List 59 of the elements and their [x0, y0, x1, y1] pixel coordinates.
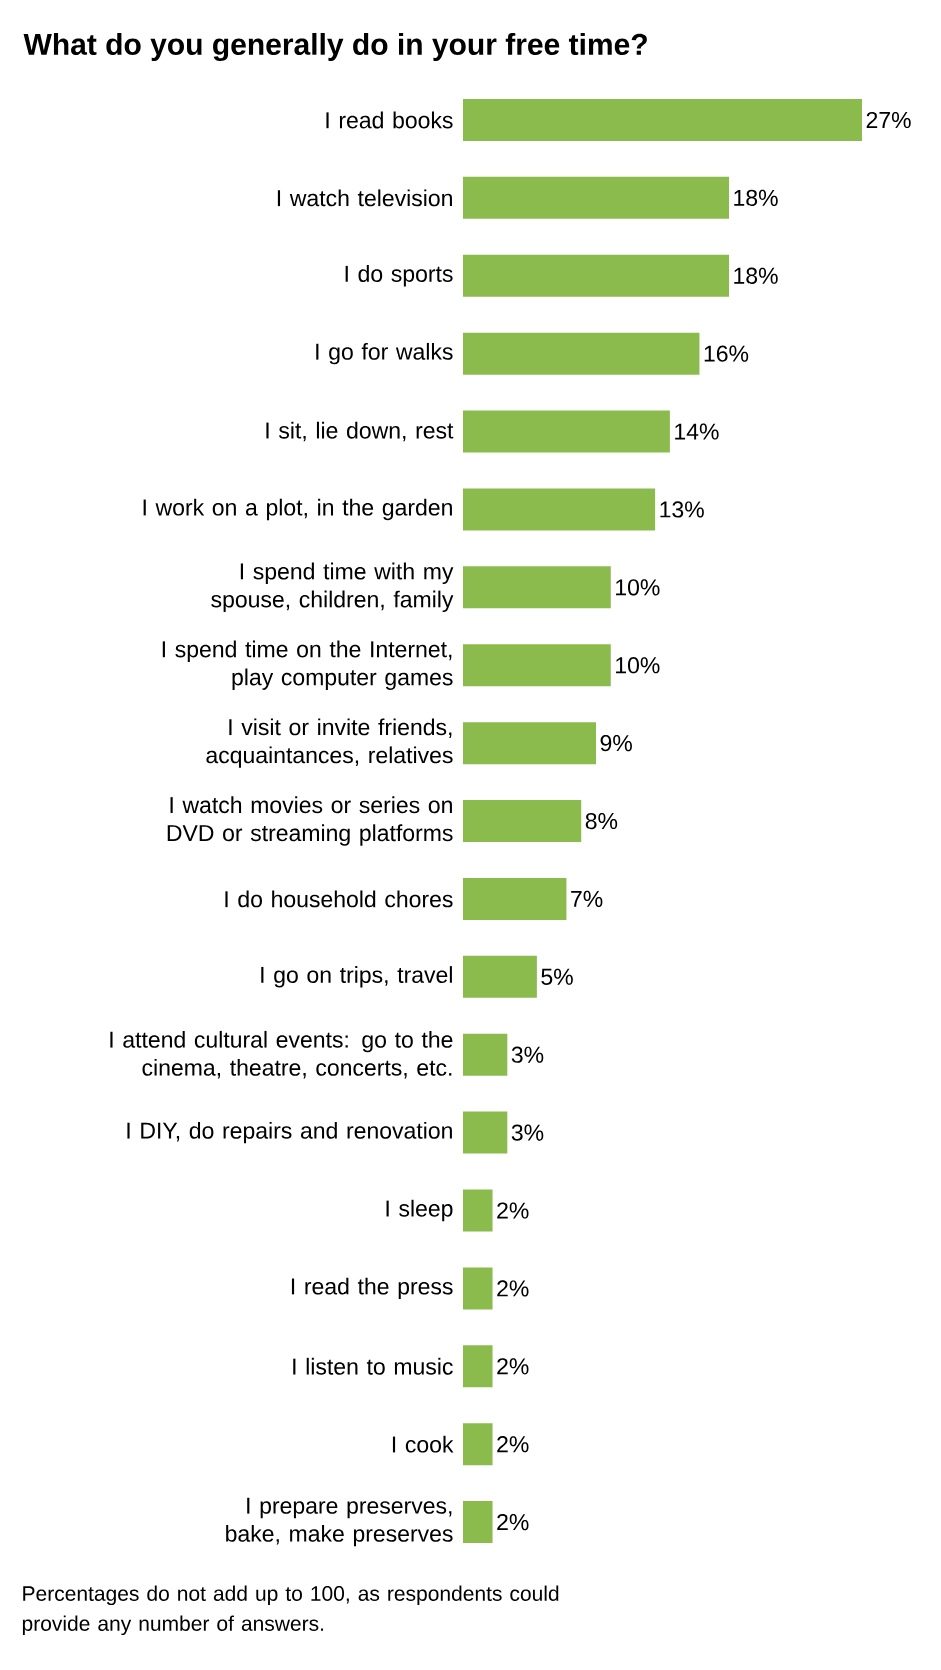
y-tick-label: I spend time on the Internet, play computer games	[162, 640, 453, 690]
bar	[462, 1111, 508, 1154]
bar	[462, 566, 611, 609]
y-tick-label: I sit, lie down, rest	[266, 421, 454, 442]
bar	[462, 254, 729, 297]
y-tick-label: I do household chores	[225, 890, 453, 908]
text: Percentages do not add up to 100, as respondents could provide any number of answers.	[22, 1585, 559, 1636]
bar	[462, 1189, 493, 1232]
data-label: 2%	[497, 1202, 529, 1219]
y-tick-label: I do sports	[345, 265, 453, 287]
data-label: 3%	[511, 1046, 544, 1063]
data-label: 10%	[616, 579, 660, 596]
y-tick-label: I watch television	[277, 189, 452, 207]
data-label: 2%	[497, 1358, 529, 1375]
bar	[462, 1345, 493, 1388]
bar	[462, 955, 537, 998]
y-tick-label: I visit or invite friends, acquaintances, relatives	[206, 718, 453, 768]
y-tick-label: I go for walks	[316, 342, 453, 365]
bar	[462, 410, 670, 453]
bar	[462, 644, 611, 687]
data-label: 5%	[541, 968, 573, 985]
y-tick-label: I attend cultural events: go to the cinema, theatre, concerts, etc.	[110, 1030, 453, 1079]
data-label: 9%	[600, 734, 632, 752]
data-label: 27%	[866, 111, 911, 129]
y-tick-label: I read books	[326, 111, 453, 129]
data-label: 14%	[675, 423, 719, 440]
bar	[462, 488, 656, 531]
bar	[462, 722, 596, 765]
y-tick-label: I sleep	[386, 1199, 453, 1222]
y-tick-label: I cook	[392, 1435, 454, 1453]
y-tick-label: I spend time with my spouse, children, family	[211, 562, 454, 613]
data-label: 7%	[571, 890, 603, 907]
y-tick-label: I work on a plot, in the garden	[143, 498, 452, 521]
bar	[462, 1267, 493, 1310]
bar	[462, 800, 582, 843]
y-tick-label: I DIY, do repairs and renovation	[127, 1121, 452, 1144]
data-label: 2%	[497, 1513, 529, 1531]
bar	[462, 1033, 508, 1076]
data-label: 2%	[497, 1280, 529, 1297]
y-tick-label: I prepare preserves, bake, make preserves	[226, 1497, 453, 1547]
data-label: 18%	[734, 189, 778, 207]
bar	[462, 98, 862, 141]
bar	[462, 1423, 493, 1466]
bar	[462, 877, 567, 920]
data-label: 13%	[660, 501, 704, 518]
y-tick-label: I go on trips, travel	[261, 966, 452, 988]
bar	[462, 1501, 493, 1544]
chart-title: What do you generally do in your free time?	[23, 32, 647, 62]
bar	[462, 176, 729, 219]
y-tick-label: I read the press	[291, 1277, 453, 1300]
data-label: 8%	[585, 812, 618, 830]
y-tick-label: I watch movies or series on DVD or streaming platforms	[167, 796, 453, 846]
data-label: 16%	[704, 345, 749, 362]
y-tick-label: I listen to music	[293, 1357, 453, 1375]
data-label: 10%	[616, 657, 660, 674]
bar	[462, 332, 700, 375]
data-label: 2%	[497, 1436, 529, 1453]
data-label: 18%	[734, 267, 778, 284]
data-label: 3%	[511, 1124, 544, 1141]
